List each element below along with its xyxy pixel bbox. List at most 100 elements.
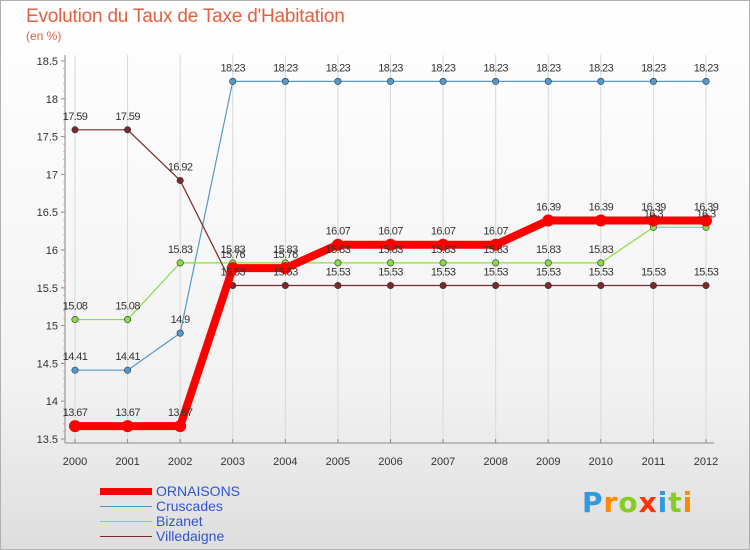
y-tick-label: 15 — [46, 321, 58, 333]
data-label: 15.83 — [326, 244, 351, 256]
data-label: 15.08 — [63, 301, 88, 313]
data-label: 16.39 — [641, 202, 666, 214]
data-point — [594, 214, 607, 227]
data-point — [124, 366, 132, 374]
y-tick-label: 17 — [46, 169, 58, 181]
data-point — [281, 77, 289, 85]
data-label: 15.83 — [536, 244, 561, 256]
x-tick-label: 2003 — [221, 456, 245, 468]
data-point — [647, 214, 660, 227]
legend-label: Bizanet — [156, 513, 203, 529]
data-point — [649, 282, 657, 290]
legend: ORNAISONS Cruscades Bizanet Villedaigne — [100, 484, 300, 544]
data-point — [437, 238, 450, 251]
legend-item-ornaisons: ORNAISONS — [100, 484, 300, 499]
data-label: 16.3 — [644, 208, 663, 220]
logo-letter: P — [582, 486, 604, 519]
data-point — [71, 126, 79, 134]
y-tick-label: 16.5 — [37, 207, 58, 219]
data-point — [439, 77, 447, 85]
data-point — [176, 329, 184, 337]
legend-swatch-ornaisons — [100, 488, 152, 495]
data-label: 14.41 — [115, 351, 140, 363]
legend-label: ORNAISONS — [156, 483, 241, 499]
data-label: 15.53 — [483, 267, 508, 279]
logo-letter: t — [668, 486, 683, 519]
data-label: 14.41 — [63, 351, 88, 363]
x-tick-label: 2006 — [378, 456, 402, 468]
data-point — [176, 259, 184, 267]
data-point — [544, 259, 552, 267]
logo-letter: o — [618, 486, 639, 519]
data-point — [649, 77, 657, 85]
legend-item-villedaigne: Villedaigne — [100, 529, 300, 544]
data-labels: 13.67 13.67 13.67 15.76 15.76 16.07 16.07 16.07… — [63, 62, 720, 419]
data-point — [489, 238, 502, 251]
y-tick-label: 18.5 — [37, 56, 58, 68]
data-point — [386, 77, 394, 85]
data-label: 17.59 — [115, 111, 140, 123]
data-point — [226, 262, 239, 275]
legend-swatch-villedaigne — [100, 536, 152, 537]
x-tick-label: 2000 — [63, 456, 87, 468]
data-point — [439, 259, 447, 267]
data-point — [544, 282, 552, 290]
data-label: 15.83 — [589, 244, 614, 256]
data-point — [174, 420, 187, 433]
y-tick-label: 16 — [46, 245, 58, 257]
series-layer — [69, 77, 712, 433]
data-label: 15.53 — [431, 267, 456, 279]
data-label: 15.83 — [431, 244, 456, 256]
axes: 2000 2001 2002 2003 2004 2005 2006 2007 2008 2009… — [37, 55, 718, 468]
data-point — [542, 214, 555, 227]
logo-letter: i — [682, 486, 694, 519]
x-tick-label: 2002 — [168, 456, 192, 468]
logo-letter: i — [657, 486, 669, 519]
data-point — [492, 77, 500, 85]
data-label: 16.39 — [536, 202, 561, 214]
data-point — [331, 238, 344, 251]
data-point — [281, 282, 289, 290]
data-point — [69, 420, 81, 433]
data-label: 14.9 — [171, 314, 190, 326]
data-point — [71, 316, 79, 324]
logo-letter: x — [638, 486, 658, 519]
data-point — [597, 77, 605, 85]
data-point — [386, 282, 394, 290]
data-label: 18.23 — [694, 62, 719, 74]
data-label: 18.23 — [273, 62, 298, 74]
x-tick-label: 2001 — [115, 456, 139, 468]
data-label: 15.83 — [378, 244, 403, 256]
data-label: 13.67 — [115, 407, 140, 419]
data-label: 15.53 — [694, 267, 719, 279]
data-point — [492, 282, 500, 290]
y-tick-label: 15.5 — [37, 283, 58, 295]
data-label: 15.53 — [378, 267, 403, 279]
data-point — [597, 259, 605, 267]
data-label: 16.07 — [326, 226, 351, 238]
data-point — [124, 316, 132, 324]
data-label: 15.08 — [115, 301, 140, 313]
data-label: 15.53 — [589, 267, 614, 279]
data-label: 16.39 — [589, 202, 614, 214]
data-label: 18.23 — [326, 62, 351, 74]
data-point — [544, 77, 552, 85]
data-point — [334, 259, 342, 267]
chart-subtitle: (en %) — [26, 29, 62, 43]
y-tick-label: 14 — [46, 396, 58, 408]
y-tick-label: 18 — [46, 94, 58, 106]
data-point — [700, 214, 712, 227]
legend-label: Villedaigne — [156, 528, 225, 544]
data-point — [439, 282, 447, 290]
data-label: 16.92 — [168, 161, 193, 173]
data-label: 16.07 — [378, 226, 403, 238]
data-label: 16.3 — [696, 208, 715, 220]
x-tick-label: 2011 — [642, 456, 666, 468]
data-label: 15.83 — [273, 244, 298, 256]
legend-item-cruscades: Cruscades — [100, 499, 300, 514]
data-label: 15.76 — [273, 249, 298, 261]
data-point — [384, 238, 397, 251]
data-point — [124, 126, 132, 134]
